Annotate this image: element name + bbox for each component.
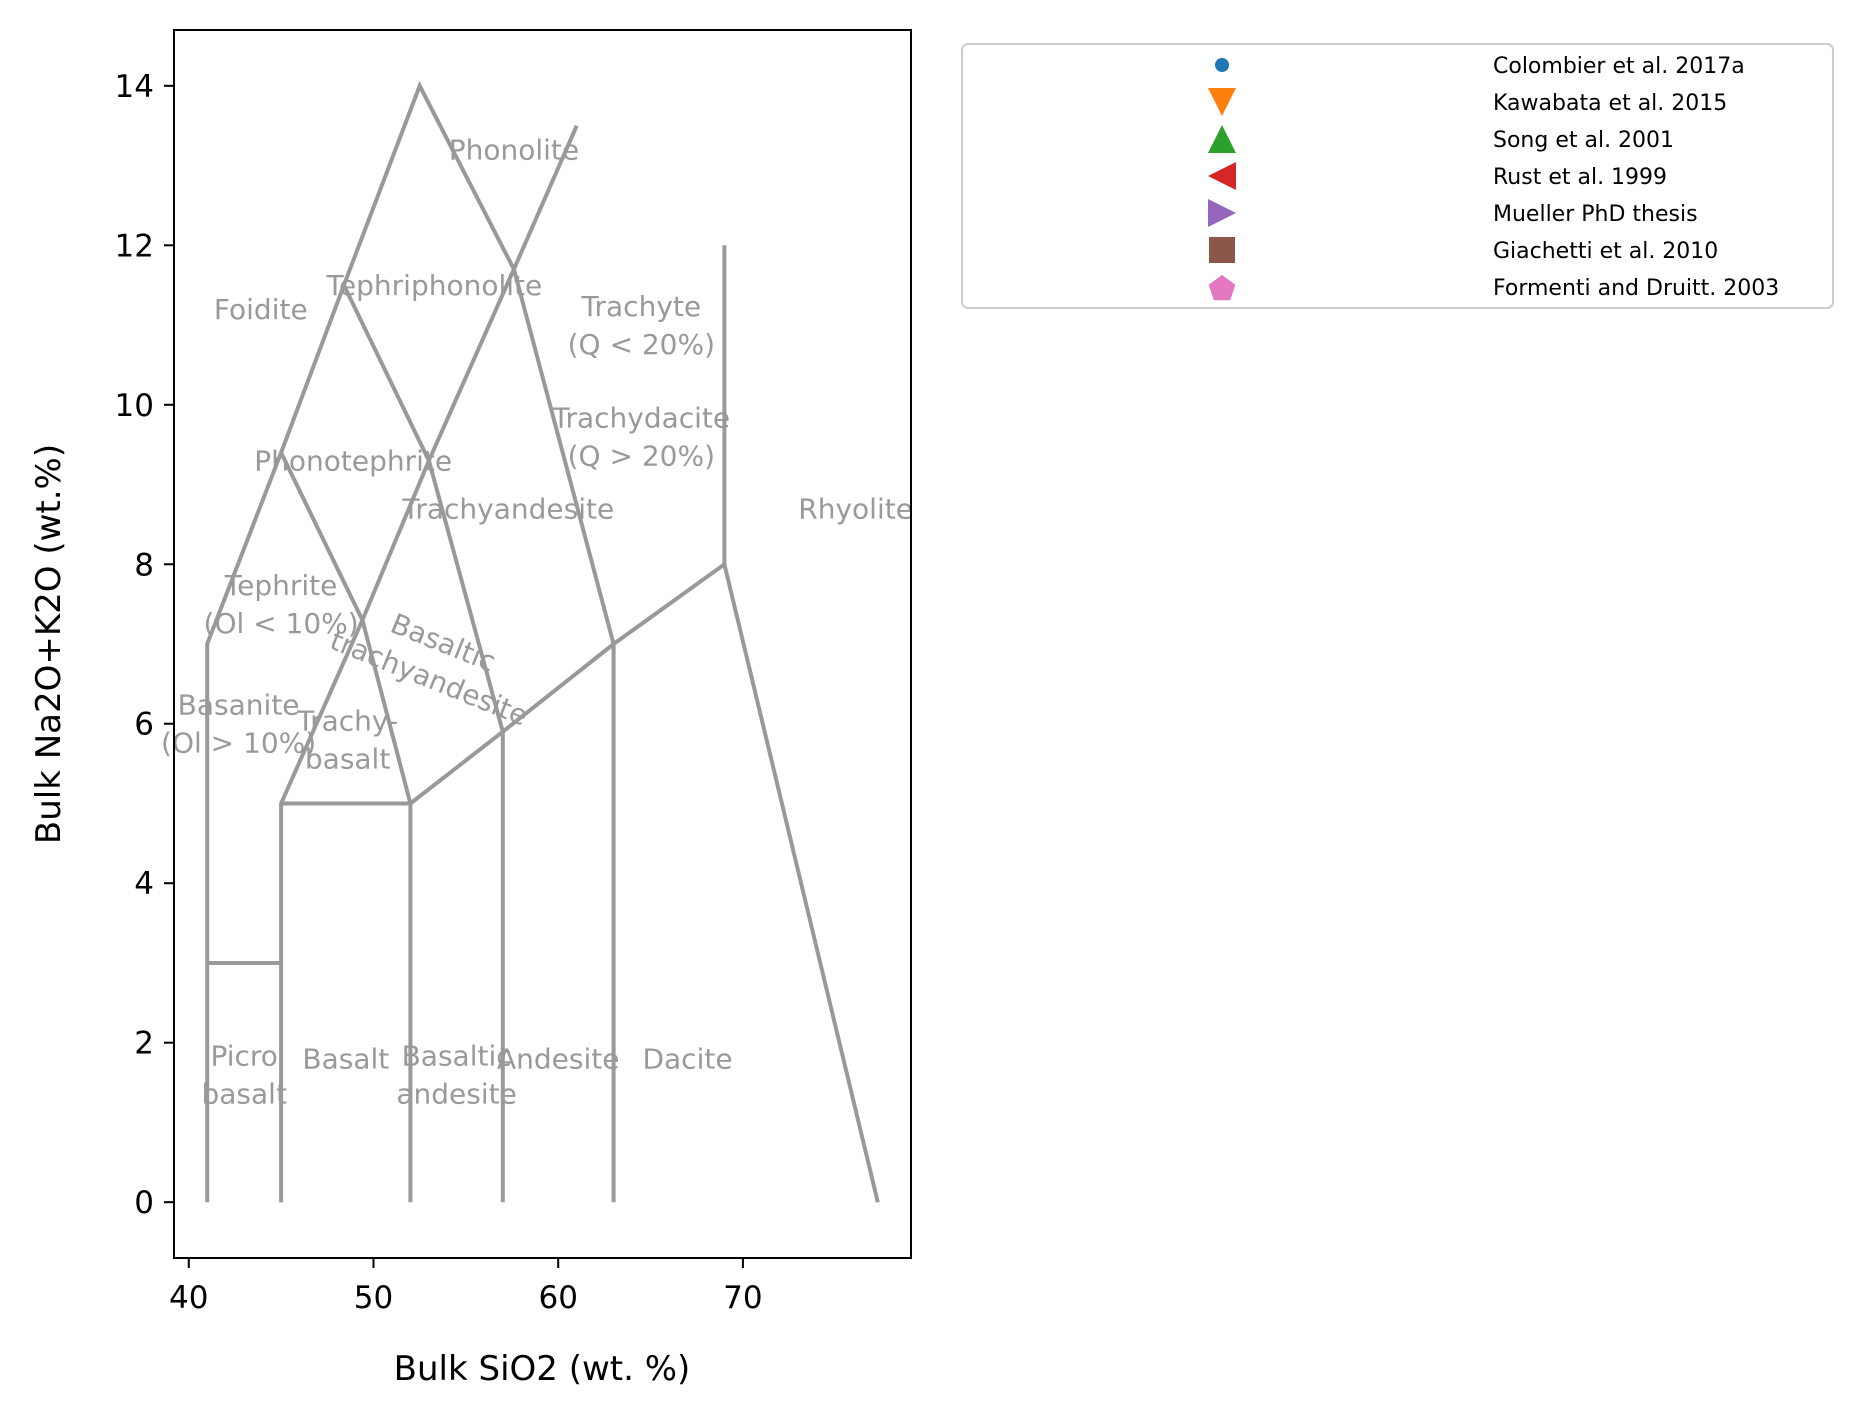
legend-label: Mueller PhD thesis	[1493, 202, 1698, 227]
legend-label: Song et al. 2001	[1493, 128, 1674, 153]
tas-boundaries	[205, 80, 880, 1203]
field-label-13: Basalt	[302, 1043, 389, 1076]
tas-boundary-line-2	[408, 560, 880, 1203]
tas-boundary-line-9	[342, 284, 505, 733]
field-label-line: Dacite	[642, 1043, 732, 1076]
legend-marker-square	[1209, 237, 1235, 263]
field-label-5: Phonotephrite	[254, 445, 452, 478]
legend-frame	[961, 43, 1834, 309]
x-tick-label: 60	[538, 1280, 577, 1316]
field-label-line: (Q < 20%)	[568, 328, 715, 361]
y-tick-label: 10	[115, 388, 154, 424]
field-label-line: Trachyte	[581, 290, 702, 323]
legend-marker-triangle-right	[1208, 199, 1236, 227]
legend-items: Colombier et al. 2017a Kawabata et al. 20…	[1208, 54, 1779, 301]
field-label-line: Trachy-	[296, 705, 398, 738]
field-label-line: andesite	[396, 1078, 516, 1111]
field-label-2: Foidite	[214, 293, 308, 326]
field-label-line: Basanite	[178, 689, 300, 722]
y-tick-label: 4	[134, 866, 154, 902]
field-label-7: Rhyolite	[798, 492, 913, 525]
field-label-14: Basaltic andesite	[396, 1040, 516, 1111]
legend-marker-triangle-left	[1208, 162, 1236, 190]
plot-area: Phonolite Tephriphonolite Foidite Trachyte (…	[161, 29, 913, 1259]
field-label-4: Trachydacite (Q > 20%)	[551, 402, 730, 473]
y-tick-label: 0	[134, 1185, 154, 1221]
x-tick-label: 50	[354, 1280, 393, 1316]
legend-label: Colombier et al. 2017a	[1493, 54, 1745, 79]
field-label-line: Phonolite	[449, 134, 579, 167]
field-label-line: Tephriphonolite	[326, 269, 543, 302]
field-label-line: Trachydacite	[551, 402, 730, 435]
field-label-line: basalt	[201, 1078, 286, 1111]
field-label-line: Trachyandesite	[401, 492, 614, 525]
legend-marker-circle	[1215, 58, 1229, 72]
field-label-0: Phonolite	[449, 134, 579, 167]
legend-label: Rust et al. 1999	[1493, 165, 1667, 190]
field-label-line: Basalt	[302, 1043, 389, 1076]
field-label-3: Trachyte (Q < 20%)	[568, 290, 715, 361]
legend-label: Formenti and Druitt. 2003	[1493, 276, 1779, 301]
field-label-line: Foidite	[214, 293, 308, 326]
legend-label: Kawabata et al. 2015	[1493, 91, 1727, 116]
field-label-line: (Ol < 10%)	[204, 607, 359, 640]
legend-label: Giachetti et al. 2010	[1493, 239, 1718, 264]
tas-boundary-line-8	[279, 451, 413, 805]
field-label-1: Tephriphonolite	[326, 269, 543, 302]
field-label-6: Trachyandesite	[401, 492, 614, 525]
field-label-line: (Q > 20%)	[568, 440, 715, 473]
tas-boundary-line-10	[511, 268, 616, 645]
x-axis-ticks: 40 50 60 70	[169, 1258, 763, 1316]
field-label-16: Dacite	[642, 1043, 732, 1076]
legend-marker-triangle-up	[1208, 125, 1236, 153]
y-tick-label: 12	[115, 228, 154, 264]
field-label-15: Andesite	[497, 1043, 619, 1076]
field-label-line: Picro	[210, 1040, 277, 1073]
legend: Colombier et al. 2017a Kawabata et al. 20…	[961, 43, 1834, 309]
legend-marker-triangle-down	[1208, 88, 1236, 116]
y-tick-label: 14	[115, 69, 154, 105]
y-tick-label: 6	[134, 707, 154, 743]
field-label-8: Tephrite (Ol < 10%)	[204, 569, 359, 640]
x-tick-label: 70	[723, 1280, 762, 1316]
y-tick-label: 8	[134, 547, 154, 583]
y-axis-ticks: 0 2 4 6 8 10 12 14	[115, 69, 174, 1221]
field-label-10: Basanite (Ol > 10%)	[161, 689, 316, 760]
x-axis-title: Bulk SiO2 (wt. %)	[394, 1349, 691, 1389]
y-tick-label: 2	[134, 1026, 154, 1062]
field-label-line: (Ol > 10%)	[161, 727, 316, 760]
field-label-line: Phonotephrite	[254, 445, 452, 478]
field-label-line: Tephrite	[224, 569, 338, 602]
field-label-line: Basaltic	[402, 1040, 512, 1073]
field-label-line: basalt	[305, 743, 390, 776]
field-label-line: Andesite	[497, 1043, 619, 1076]
legend-marker-pentagon	[1208, 275, 1236, 301]
x-tick-label: 40	[169, 1280, 208, 1316]
axes-frame	[173, 29, 912, 1259]
field-label-line: Rhyolite	[798, 492, 913, 525]
field-label-11: Trachy-basalt	[296, 705, 398, 776]
field-label-12: Picro basalt	[201, 1040, 286, 1111]
y-axis-title: Bulk Na2O+K2O (wt.%)	[29, 444, 69, 844]
tas-field-labels: Phonolite Tephriphonolite Foidite Trachyte (…	[161, 134, 913, 1111]
